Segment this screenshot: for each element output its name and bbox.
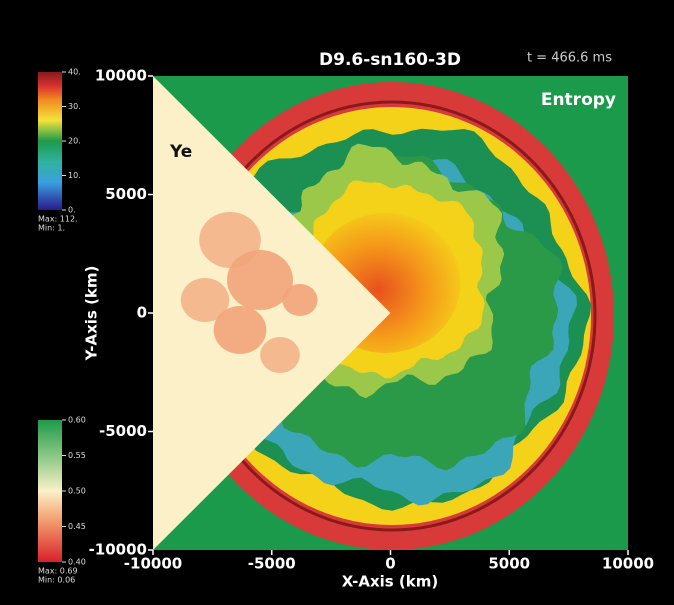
colorbar-tick-label: 10. xyxy=(68,171,81,180)
colorbar-tick-label: 20. xyxy=(68,137,81,146)
colorbar-tick-label: 40. xyxy=(68,68,81,77)
colorbar-tick-label: 0.40 xyxy=(68,558,86,567)
colorbar-max: Max: 0.69 xyxy=(38,567,78,576)
entropy-label: Entropy xyxy=(541,90,616,110)
ye-patch xyxy=(214,306,267,354)
colorbar-max: Max: 112. xyxy=(38,215,78,224)
x-tick-label: 5000 xyxy=(488,555,530,573)
y-axis-label: Y-Axis (km) xyxy=(83,266,101,362)
colorbar-tick-label: 30. xyxy=(68,102,81,111)
x-tick-label: 0 xyxy=(385,555,395,573)
y-tick-label: 10000 xyxy=(95,67,147,85)
colorbar-min: Min: 1. xyxy=(38,224,65,233)
y-tick-label: 5000 xyxy=(105,185,147,203)
colorbar-tick-label: 0.60 xyxy=(68,416,86,425)
colorbar-min: Min: 0.06 xyxy=(38,576,75,585)
x-tick-label: 10000 xyxy=(602,555,654,573)
y-tick-label: 0 xyxy=(137,304,147,322)
y-tick-label: -5000 xyxy=(99,422,147,440)
figure: D9.6-sn160-3D t = 466.6 ms Entropy Ye X-… xyxy=(0,0,674,605)
field-image xyxy=(153,76,628,550)
time-label: t = 466.6 ms xyxy=(527,51,612,66)
ye-colorbar xyxy=(38,420,62,562)
colorbar-tick-label: 0.50 xyxy=(68,487,86,496)
colorbar-tick-label: 0.45 xyxy=(68,522,86,531)
ye-label: Ye xyxy=(169,142,192,162)
title: D9.6-sn160-3D xyxy=(319,50,461,70)
colorbar-tick-label: 0. xyxy=(68,206,76,215)
entropy-colorbar xyxy=(38,72,62,210)
colorbar-tick-label: 0.55 xyxy=(68,451,86,460)
ye-patch xyxy=(282,284,317,316)
x-axis-label: X-Axis (km) xyxy=(342,573,438,591)
ye-patch xyxy=(260,337,300,373)
y-tick-label: -10000 xyxy=(89,541,147,559)
x-tick-label: -5000 xyxy=(248,555,296,573)
